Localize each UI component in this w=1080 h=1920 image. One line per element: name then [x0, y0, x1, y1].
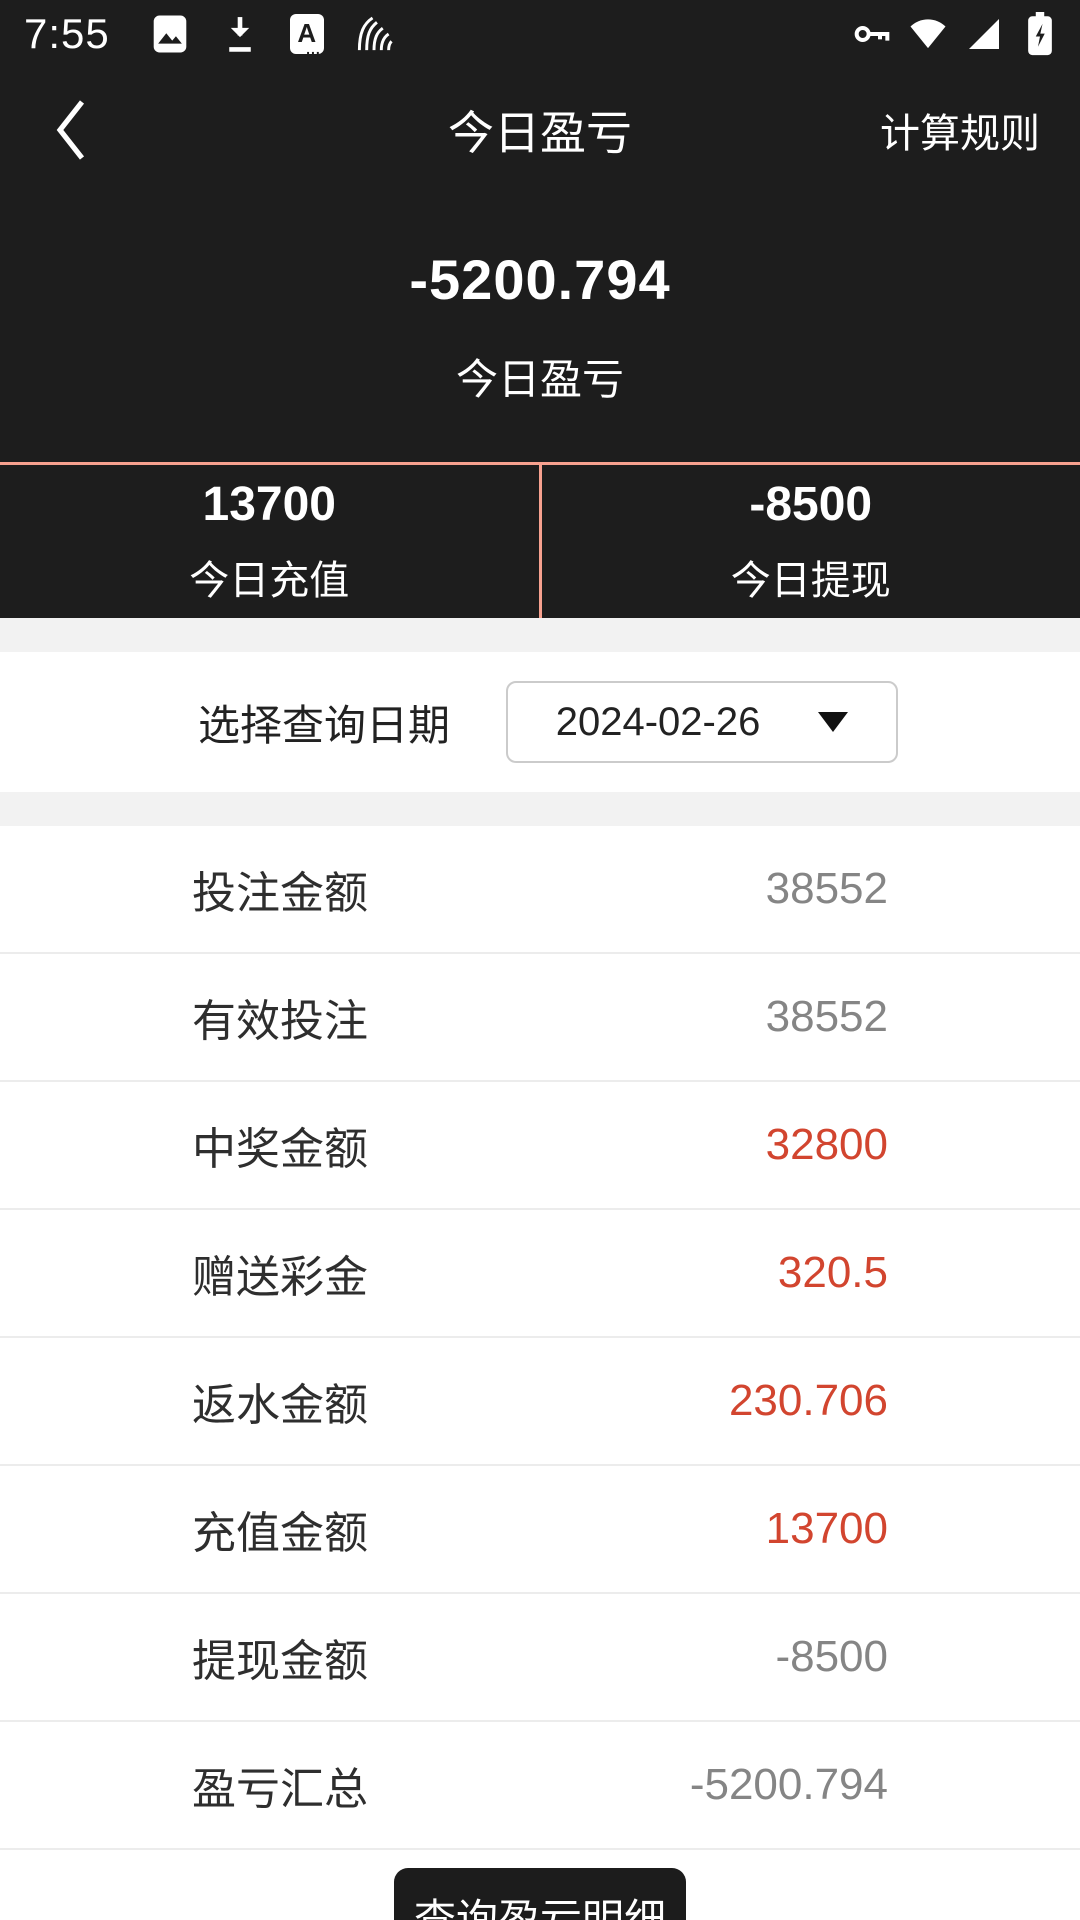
- hero-summary: -5200.794 今日盈亏: [0, 192, 1080, 462]
- table-row: 提现金额 -8500: [0, 1594, 1080, 1722]
- date-picker-row: 选择查询日期 2024-02-26: [0, 652, 1080, 792]
- deposit-value: 13700: [202, 478, 336, 531]
- amounts-list: 投注金额 38552 有效投注 38552 中奖金额 32800 赠送彩金 32…: [0, 826, 1080, 1850]
- clock: 7:55: [24, 9, 110, 57]
- row-label: 充值金额: [192, 1509, 368, 1558]
- table-row: 充值金额 13700: [0, 1466, 1080, 1594]
- row-value: 38552: [765, 864, 888, 913]
- download-icon: [220, 14, 260, 54]
- footer: 查询盈亏明细: [0, 1850, 1080, 1920]
- divider-strip: [0, 618, 1080, 652]
- row-label: 中奖金额: [192, 1125, 368, 1174]
- table-row: 返水金额 230.706: [0, 1338, 1080, 1466]
- date-picker-label: 选择查询日期: [198, 701, 451, 749]
- row-value: 230.706: [728, 1376, 888, 1425]
- table-row: 投注金额 38552: [0, 826, 1080, 954]
- wifi-icon: [908, 14, 948, 54]
- row-value: 38552: [765, 992, 888, 1041]
- date-select-value: 2024-02-26: [555, 699, 761, 744]
- row-value: -5200.794: [689, 1760, 888, 1809]
- row-label: 赠送彩金: [192, 1253, 368, 1302]
- query-profit-detail-button[interactable]: 查询盈亏明细: [394, 1868, 686, 1920]
- gallery-icon: [150, 14, 190, 54]
- today-profit-label: 今日盈亏: [455, 356, 624, 403]
- notification-icons: A...: [150, 13, 394, 56]
- stat-deposit: 13700 今日充值: [0, 465, 542, 618]
- row-value: 13700: [765, 1504, 888, 1553]
- signal-icon: [964, 14, 1004, 54]
- deposit-label: 今日充值: [189, 559, 350, 603]
- row-value: 32800: [765, 1120, 888, 1169]
- battery-charging-icon: [1020, 11, 1060, 55]
- system-icons: [852, 11, 1060, 55]
- row-label: 盈亏汇总: [192, 1765, 368, 1814]
- table-row: 中奖金额 32800: [0, 1082, 1080, 1210]
- stat-withdraw: -8500 今日提现: [542, 465, 1080, 618]
- status-bar: 7:55 A...: [0, 0, 1080, 67]
- row-label: 提现金额: [192, 1637, 368, 1686]
- withdraw-label: 今日提现: [730, 559, 891, 603]
- row-value: 320.5: [777, 1248, 888, 1297]
- date-select[interactable]: 2024-02-26: [506, 681, 899, 763]
- withdraw-value: -8500: [749, 478, 873, 531]
- page-title: 今日盈亏: [448, 106, 632, 159]
- calculation-rules-link[interactable]: 计算规则: [880, 111, 1040, 156]
- row-label: 有效投注: [192, 997, 368, 1046]
- table-row: 有效投注 38552: [0, 954, 1080, 1082]
- key-icon: [852, 14, 892, 54]
- row-value: -8500: [775, 1632, 888, 1681]
- back-button[interactable]: [42, 95, 102, 165]
- row-label: 返水金额: [192, 1381, 368, 1430]
- stripes-icon: [354, 14, 394, 54]
- letter-a-icon: A...: [289, 13, 324, 56]
- today-profit-amount: -5200.794: [409, 248, 671, 311]
- table-row: 盈亏汇总 -5200.794: [0, 1722, 1080, 1850]
- table-row: 赠送彩金 320.5: [0, 1210, 1080, 1338]
- row-label: 投注金额: [192, 869, 368, 918]
- divider-strip: [0, 792, 1080, 826]
- app-bar: 今日盈亏 计算规则: [0, 67, 1080, 192]
- chevron-down-icon: [818, 712, 849, 732]
- stats-bar: 13700 今日充值 -8500 今日提现: [0, 462, 1080, 618]
